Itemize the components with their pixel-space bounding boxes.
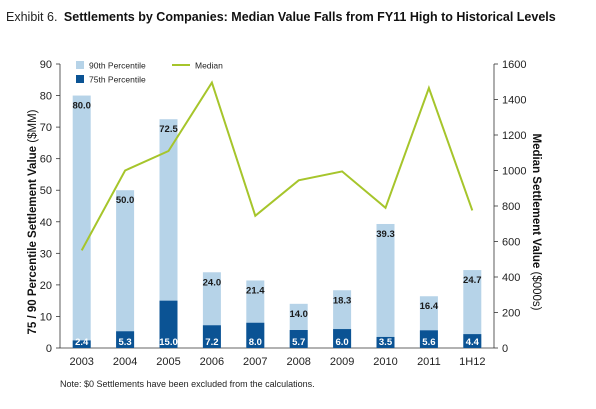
bar-90th-percentile	[376, 223, 395, 348]
right-tick-label: 1400	[502, 95, 526, 107]
legend-label-75th: 75th Percentile	[89, 75, 146, 85]
legend-label-median: Median	[195, 61, 223, 71]
bar-75th-percentile	[246, 322, 265, 348]
label-75th-percentile: 5.3	[118, 337, 131, 348]
bar-75th-percentile	[202, 325, 221, 348]
bar-75th-percentile	[376, 336, 395, 348]
label-90th-percentile: 18.3	[333, 295, 352, 306]
left-tick-label: 30	[40, 248, 52, 260]
x-tick-label: 2005	[156, 356, 180, 368]
bar-75th-percentile	[116, 331, 135, 348]
left-axis-title: 75 / 90 Percentile Settlement Value ($MM…	[27, 109, 39, 334]
right-tick-label: 600	[502, 237, 520, 249]
footnote: Note: $0 Settlements have been excluded …	[60, 379, 315, 389]
left-tick-label: 70	[40, 122, 52, 134]
label-75th-percentile: 6.0	[335, 337, 348, 348]
left-tick-label: 80	[40, 91, 52, 103]
left-tick-label: 90	[40, 59, 52, 71]
label-90th-percentile: 21.4	[246, 285, 265, 296]
bar-90th-percentile	[463, 270, 482, 348]
right-tick-label: 0	[502, 343, 508, 355]
x-tick-label: 2003	[69, 356, 93, 368]
x-tick-label: 2006	[200, 356, 224, 368]
left-axis-title-text: 75 / 90 Percentile Settlement Value ($MM…	[27, 109, 39, 334]
x-tick-label: 2010	[373, 356, 397, 368]
bar-75th-percentile	[419, 330, 438, 348]
left-tick-label: 40	[40, 217, 52, 229]
legend-swatch-75th	[76, 75, 84, 83]
right-tick-label: 200	[502, 308, 520, 320]
right-tick-label: 1600	[502, 59, 526, 71]
left-tick-label: 50	[40, 185, 52, 197]
label-75th-percentile: 3.5	[379, 337, 393, 348]
x-tick-label: 2004	[113, 356, 137, 368]
exhibit-number: Exhibit 6.	[6, 10, 58, 24]
right-axis-title-text: Median Settlement Value ($000s)	[530, 133, 542, 310]
chart-heading: Settlements by Companies: Median Value F…	[63, 10, 556, 24]
legend-label-90th: 90th Percentile	[89, 61, 146, 71]
x-tick-label: 2007	[243, 356, 267, 368]
label-90th-percentile: 24.0	[203, 277, 222, 288]
label-90th-percentile: 16.4	[420, 301, 439, 312]
right-tick-label: 1000	[502, 166, 526, 178]
left-tick-label: 60	[40, 154, 52, 166]
bar-75th-percentile	[463, 334, 482, 348]
right-tick-label: 1200	[502, 130, 526, 142]
legend-swatch-90th	[76, 61, 84, 69]
label-75th-percentile: 8.0	[249, 337, 262, 348]
bar-90th-percentile	[116, 190, 135, 348]
label-90th-percentile: 14.0	[289, 309, 308, 320]
chart-title: Exhibit 6. Settlements by Companies: Med…	[6, 10, 556, 24]
right-axis-title: Median Settlement Value ($000s)	[530, 133, 542, 310]
label-75th-percentile: 7.2	[205, 337, 218, 348]
right-axis-title-unit: ($000s)	[530, 268, 542, 310]
plot-area: 0 10 20 30 40 50 60 70 80 90 0 200 400 600 800 1000 1200…	[40, 59, 527, 368]
bar-90th-percentile	[159, 119, 178, 348]
label-90th-percentile: 24.7	[463, 275, 482, 286]
bar-75th-percentile	[333, 329, 352, 348]
median-line	[80, 80, 474, 251]
left-tick-label: 0	[46, 343, 52, 355]
bar-90th-percentile	[72, 95, 91, 348]
label-90th-percentile: 80.0	[72, 101, 91, 112]
label-90th-percentile: 72.5	[159, 124, 178, 135]
label-75th-percentile: 5.6	[422, 337, 435, 348]
x-tick-label: 1H12	[459, 356, 485, 368]
x-tick-label: 2011	[417, 356, 441, 368]
label-75th-percentile: 4.4	[466, 337, 480, 348]
label-75th-percentile: 2.4	[75, 337, 89, 348]
right-tick-label: 800	[502, 201, 520, 213]
right-axis-title-label: Median Settlement Value	[530, 133, 542, 268]
label-90th-percentile: 50.0	[116, 195, 135, 206]
bar-75th-percentile	[289, 330, 308, 348]
bar-75th-percentile	[159, 300, 178, 348]
label-75th-percentile: 5.7	[292, 337, 305, 348]
x-tick-label: 2008	[286, 356, 310, 368]
label-75th-percentile: 15.0	[159, 337, 178, 348]
left-axis-title-label: 75 / 90 Percentile Settlement Value	[27, 146, 39, 335]
right-tick-label: 400	[502, 272, 520, 284]
left-axis-title-unit: ($MM)	[27, 109, 39, 146]
x-tick-label: 2009	[330, 356, 354, 368]
bar-75th-percentile	[72, 340, 91, 348]
left-tick-label: 10	[40, 311, 52, 323]
label-90th-percentile: 39.3	[376, 229, 395, 240]
legend: 90th Percentile 75th Percentile Median	[76, 61, 223, 85]
left-tick-label: 20	[40, 280, 52, 292]
